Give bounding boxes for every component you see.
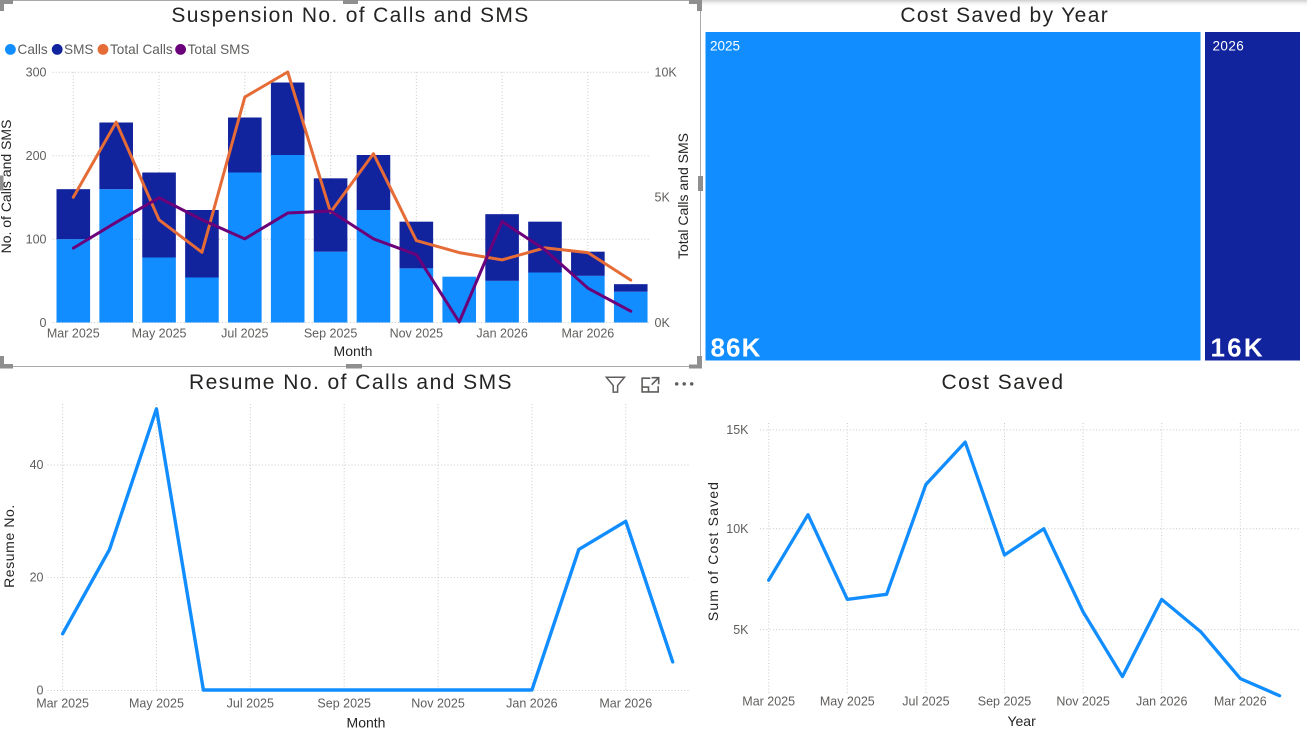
svg-text:5K: 5K [655, 191, 671, 205]
svg-text:Suspension No. of Calls and SM: Suspension No. of Calls and SMS [171, 4, 529, 27]
svg-text:Cost Saved by Year: Cost Saved by Year [900, 4, 1109, 27]
svg-text:Jul 2025: Jul 2025 [221, 327, 268, 341]
svg-text:Jan 2026: Jan 2026 [506, 697, 557, 711]
svg-text:Resume No. of Calls and SMS: Resume No. of Calls and SMS [189, 371, 513, 394]
svg-text:40: 40 [30, 458, 44, 472]
svg-text:No. of Calls and SMS: No. of Calls and SMS [0, 120, 14, 254]
svg-text:2025: 2025 [710, 39, 740, 54]
svg-text:0: 0 [40, 316, 47, 330]
svg-text:2026: 2026 [1213, 39, 1245, 54]
svg-text:5K: 5K [733, 623, 749, 637]
svg-text:Year: Year [1007, 713, 1036, 729]
svg-text:0: 0 [37, 684, 44, 698]
svg-text:Month: Month [347, 715, 386, 731]
svg-text:Sum of Cost Saved: Sum of Cost Saved [705, 481, 721, 621]
svg-text:10K: 10K [726, 522, 749, 536]
svg-text:10K: 10K [655, 66, 678, 80]
svg-text:Nov 2025: Nov 2025 [390, 327, 444, 341]
svg-text:16K: 16K [1211, 333, 1265, 363]
svg-text:Mar 2025: Mar 2025 [36, 697, 89, 711]
svg-text:Total SMS: Total SMS [188, 42, 250, 57]
svg-text:Nov 2025: Nov 2025 [1056, 695, 1110, 709]
svg-text:Total Calls and SMS: Total Calls and SMS [675, 133, 691, 259]
svg-text:May 2025: May 2025 [820, 695, 875, 709]
svg-text:Mar 2025: Mar 2025 [47, 327, 100, 341]
svg-text:Jul 2025: Jul 2025 [902, 695, 949, 709]
svg-text:Sep 2025: Sep 2025 [317, 697, 371, 711]
svg-text:100: 100 [26, 233, 47, 247]
svg-text:Month: Month [334, 343, 373, 359]
svg-text:May 2025: May 2025 [132, 327, 187, 341]
svg-text:86K: 86K [711, 333, 762, 363]
svg-text:Resume No.: Resume No. [1, 504, 17, 588]
svg-text:Jan 2026: Jan 2026 [1136, 695, 1187, 709]
svg-text:300: 300 [26, 66, 47, 80]
svg-text:May 2025: May 2025 [129, 697, 184, 711]
svg-text:Cost Saved: Cost Saved [941, 371, 1064, 394]
svg-text:Mar 2025: Mar 2025 [742, 695, 795, 709]
svg-text:Mar 2026: Mar 2026 [599, 697, 652, 711]
svg-text:20: 20 [30, 571, 44, 585]
svg-text:Sep 2025: Sep 2025 [978, 695, 1032, 709]
svg-text:Calls: Calls [18, 42, 48, 57]
svg-text:0K: 0K [655, 316, 671, 330]
svg-text:Sep 2025: Sep 2025 [304, 327, 358, 341]
svg-text:Mar 2026: Mar 2026 [1214, 695, 1267, 709]
svg-text:Mar 2026: Mar 2026 [561, 327, 614, 341]
svg-text:SMS: SMS [64, 42, 93, 57]
svg-text:Jan 2026: Jan 2026 [476, 327, 527, 341]
svg-text:Jul 2025: Jul 2025 [227, 697, 274, 711]
svg-text:Nov 2025: Nov 2025 [411, 697, 465, 711]
svg-text:Total Calls: Total Calls [110, 42, 173, 57]
svg-text:200: 200 [26, 149, 47, 163]
svg-text:15K: 15K [726, 423, 749, 437]
